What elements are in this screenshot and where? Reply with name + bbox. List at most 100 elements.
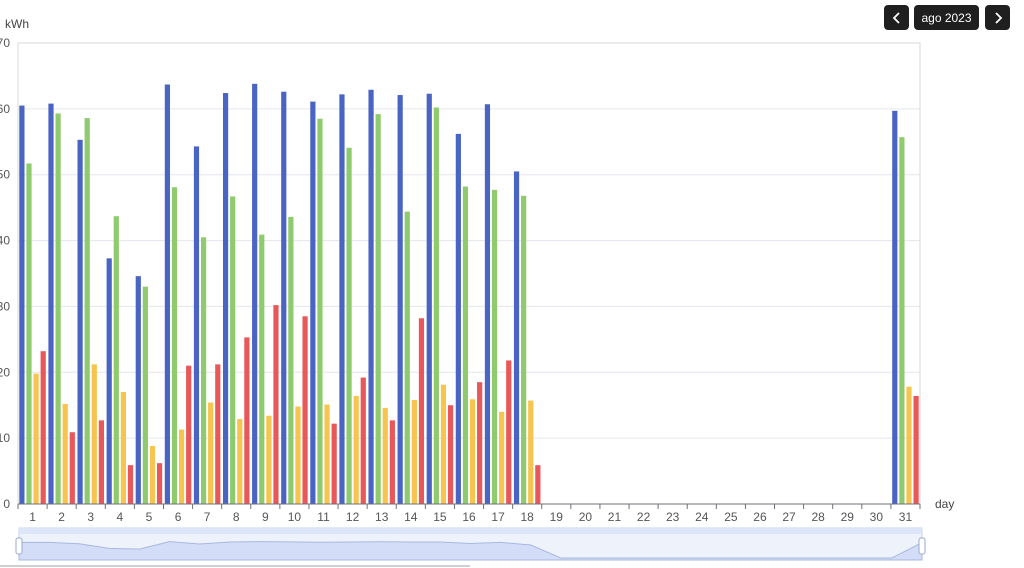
x-tick-label: 2	[58, 510, 65, 524]
bar-day-17-series-1[interactable]	[484, 104, 491, 505]
bar-day-15-series-4[interactable]	[447, 405, 454, 504]
bar-day-3-series-4[interactable]	[98, 420, 104, 504]
bar-day-13-series-3[interactable]	[382, 407, 388, 504]
month-picker-button[interactable]: ago 2023	[914, 5, 979, 30]
bar-day-15-series-2[interactable]	[433, 107, 439, 504]
bar-day-31-series-4[interactable]	[913, 395, 919, 504]
y-tick-label: 0	[3, 497, 10, 511]
bar-day-3-series-1[interactable]	[77, 139, 83, 504]
bar-day-7-series-1[interactable]	[193, 146, 200, 504]
x-tick-label: 11	[317, 510, 330, 524]
data-zoom-slider[interactable]	[15, 527, 926, 561]
bar-day-15-series-1[interactable]	[426, 93, 432, 505]
bar-day-31-series-1[interactable]	[892, 110, 898, 504]
bar-day-14-series-3[interactable]	[411, 399, 417, 504]
bar-day-14-series-4[interactable]	[418, 318, 425, 504]
bar-day-9-series-3[interactable]	[266, 415, 272, 504]
bar-day-18-series-1[interactable]	[513, 171, 520, 504]
x-tick-label: 6	[175, 510, 182, 524]
bar-day-4-series-1[interactable]	[106, 258, 112, 504]
x-tick-label: 7	[204, 510, 211, 524]
bar-day-31-series-3[interactable]	[906, 386, 912, 504]
bar-day-2-series-1[interactable]	[48, 103, 54, 505]
bar-day-14-series-2[interactable]	[404, 211, 410, 504]
x-tick-label: 15	[433, 510, 447, 524]
bar-day-1-series-1[interactable]	[19, 105, 25, 505]
bar-day-6-series-1[interactable]	[164, 84, 170, 505]
bar-day-10-series-1[interactable]	[281, 91, 287, 504]
bar-day-18-series-3[interactable]	[528, 400, 534, 504]
bar-day-10-series-2[interactable]	[288, 216, 294, 504]
bar-day-12-series-4[interactable]	[360, 377, 366, 504]
bar-day-6-series-4[interactable]	[186, 365, 192, 504]
bar-day-13-series-4[interactable]	[389, 420, 395, 504]
y-tick-label: 60	[0, 102, 10, 116]
prev-month-button[interactable]	[884, 5, 909, 30]
bar-day-16-series-3[interactable]	[469, 399, 476, 504]
bar-day-12-series-2[interactable]	[346, 147, 352, 504]
bar-day-1-series-4[interactable]	[40, 351, 46, 504]
bar-day-16-series-4[interactable]	[477, 382, 483, 504]
bar-day-16-series-1[interactable]	[455, 133, 461, 504]
x-tick-label: 16	[462, 510, 476, 524]
bar-day-15-series-3[interactable]	[440, 384, 447, 504]
bar-day-11-series-2[interactable]	[317, 118, 323, 504]
bar-day-8-series-3[interactable]	[237, 419, 243, 504]
bar-day-5-series-3[interactable]	[149, 446, 156, 504]
bar-day-31-series-2[interactable]	[899, 137, 905, 504]
bar-day-13-series-2[interactable]	[375, 114, 381, 504]
bar-day-9-series-4[interactable]	[273, 305, 279, 504]
bar-day-17-series-3[interactable]	[499, 411, 505, 504]
bar-day-4-series-2[interactable]	[113, 216, 119, 504]
bar-day-3-series-3[interactable]	[91, 364, 97, 504]
bar-day-9-series-2[interactable]	[259, 234, 265, 504]
bar-day-6-series-2[interactable]	[171, 187, 178, 504]
bar-day-6-series-3[interactable]	[178, 429, 185, 504]
bar-day-18-series-2[interactable]	[521, 195, 527, 504]
bar-day-2-series-2[interactable]	[55, 113, 61, 505]
bar-day-7-series-4[interactable]	[215, 364, 221, 504]
bar-day-12-series-1[interactable]	[339, 94, 345, 505]
bar-day-9-series-1[interactable]	[252, 83, 258, 505]
bar-day-7-series-2[interactable]	[200, 237, 207, 504]
bar-day-12-series-3[interactable]	[353, 395, 359, 504]
bar-day-11-series-4[interactable]	[331, 423, 337, 504]
bar-day-5-series-2[interactable]	[142, 286, 148, 504]
bar-day-17-series-2[interactable]	[491, 189, 498, 504]
bar-day-14-series-1[interactable]	[397, 95, 403, 504]
bar-day-2-series-4[interactable]	[69, 432, 75, 504]
x-tick-label: 14	[404, 510, 418, 524]
bar-day-8-series-1[interactable]	[222, 93, 229, 505]
zoom-handle-left[interactable]	[15, 537, 23, 555]
x-tick-label: 17	[491, 510, 505, 524]
bar-day-11-series-3[interactable]	[324, 404, 330, 504]
bar-day-1-series-3[interactable]	[33, 373, 39, 504]
bar-day-17-series-4[interactable]	[506, 360, 512, 504]
bar-day-3-series-2[interactable]	[84, 118, 90, 504]
zoom-handle-right[interactable]	[918, 537, 926, 555]
bar-day-18-series-4[interactable]	[535, 465, 541, 504]
bar-day-5-series-4[interactable]	[156, 463, 163, 504]
month-label: ago 2023	[921, 10, 972, 25]
bar-day-1-series-2[interactable]	[26, 163, 32, 505]
bar-day-11-series-1[interactable]	[310, 101, 316, 504]
bar-day-10-series-3[interactable]	[295, 406, 301, 504]
bar-day-7-series-3[interactable]	[208, 402, 214, 504]
zoom-top-bar[interactable]	[19, 528, 922, 534]
bar-day-10-series-4[interactable]	[302, 316, 308, 504]
bar-day-4-series-4[interactable]	[127, 465, 134, 504]
bars	[19, 83, 919, 505]
x-tick-label: 31	[899, 510, 913, 524]
bar-day-5-series-1[interactable]	[135, 276, 141, 504]
x-tick-label: 29	[841, 510, 855, 524]
x-tick-label: 4	[116, 510, 123, 524]
bar-day-2-series-3[interactable]	[62, 403, 68, 504]
bar-day-8-series-2[interactable]	[230, 196, 236, 504]
bar-day-4-series-3[interactable]	[120, 392, 126, 504]
chevron-right-icon	[994, 11, 1002, 24]
x-tick-label: 26	[753, 510, 767, 524]
next-month-button[interactable]	[985, 5, 1010, 30]
bar-day-8-series-4[interactable]	[244, 337, 250, 504]
bar-day-13-series-1[interactable]	[368, 89, 374, 504]
bar-day-16-series-2[interactable]	[462, 186, 469, 504]
